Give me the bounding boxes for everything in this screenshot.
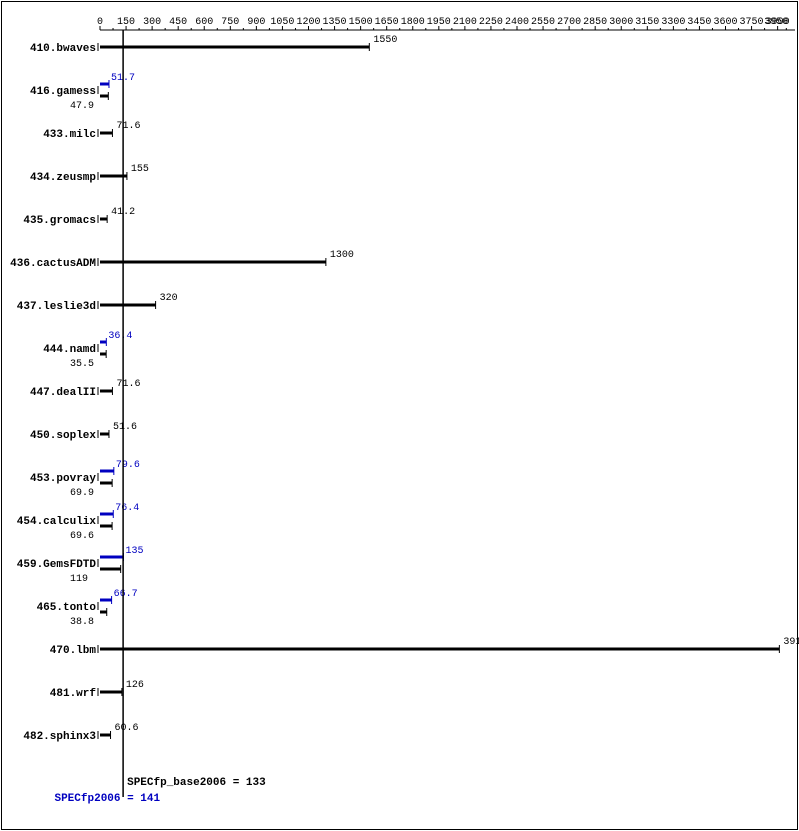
base-value-label: 51.6 <box>113 422 137 433</box>
axis-tick-label: 1950 <box>427 17 451 28</box>
base-value-label: 69.9 <box>70 488 94 499</box>
base-value-label: 320 <box>160 293 178 304</box>
benchmark-label: 444.namd <box>43 344 96 356</box>
base-value-label: 119 <box>70 574 88 585</box>
axis-tick-label: 0 <box>97 17 103 28</box>
benchmark-label: 470.lbm <box>50 645 97 657</box>
benchmark-label: 433.milc <box>43 129 96 141</box>
axis-tick-label: 3600 <box>713 17 737 28</box>
benchmark-label: 454.calculix <box>17 516 97 528</box>
summary-peak-label: SPECfp2006 = 141 <box>54 793 160 805</box>
benchmark-label: 410.bwaves <box>30 43 96 55</box>
benchmark-label: 453.povray <box>30 473 96 485</box>
axis-tick-label: 2550 <box>531 17 555 28</box>
axis-tick-label: 1800 <box>401 17 425 28</box>
base-value-label: 35.5 <box>70 359 94 370</box>
axis-tick-label: 3450 <box>687 17 711 28</box>
axis-tick-label: 300 <box>143 17 161 28</box>
benchmark-label: 450.soplex <box>30 430 96 442</box>
axis-tick-label: 750 <box>221 17 239 28</box>
peak-value-label: 36.4 <box>108 331 132 342</box>
base-value-label: 155 <box>131 164 149 175</box>
benchmark-label: 436.cactusADM <box>10 258 96 270</box>
axis-tick-label: 2850 <box>583 17 607 28</box>
peak-value-label: 135 <box>125 546 143 557</box>
base-value-label: 1550 <box>373 35 397 46</box>
base-value-label: 1300 <box>330 250 354 261</box>
peak-value-label: 66.7 <box>114 589 138 600</box>
axis-tick-label: 150 <box>117 17 135 28</box>
benchmark-label: 435.gromacs <box>23 215 96 227</box>
base-value-label: 71.6 <box>116 379 140 390</box>
axis-tick-label: 1200 <box>296 17 320 28</box>
base-value-label: 38.8 <box>70 617 94 628</box>
benchmark-label: 437.leslie3d <box>17 301 96 313</box>
axis-tick-label: 3750 <box>740 17 764 28</box>
peak-value-label: 79.6 <box>116 460 140 471</box>
axis-tick-label: 450 <box>169 17 187 28</box>
benchmark-label: 482.sphinx3 <box>23 731 96 743</box>
base-value-label: 47.9 <box>70 101 94 112</box>
axis-tick-label: 2250 <box>479 17 503 28</box>
base-value-label: 69.6 <box>70 531 94 542</box>
axis-tick-label: 3300 <box>661 17 685 28</box>
summary-base-label: SPECfp_base2006 = 133 <box>127 777 266 789</box>
benchmark-label: 416.gamess <box>30 86 96 98</box>
base-value-label: 71.6 <box>116 121 140 132</box>
axis-tick-label: 3950 <box>764 17 788 28</box>
benchmark-label: 434.zeusmp <box>30 172 96 184</box>
benchmark-label: 459.GemsFDTD <box>17 559 97 571</box>
axis-tick-label: 2400 <box>505 17 529 28</box>
base-value-label: 60.6 <box>115 723 139 734</box>
axis-tick-label: 600 <box>195 17 213 28</box>
axis-tick-label: 1350 <box>323 17 347 28</box>
spec-benchmark-chart: 0150300450600750900105012001350150016501… <box>0 0 799 831</box>
axis-tick-label: 900 <box>247 17 265 28</box>
axis-tick-label: 3150 <box>635 17 659 28</box>
axis-tick-label: 1050 <box>270 17 294 28</box>
axis-tick-label: 1650 <box>375 17 399 28</box>
axis-tick-label: 2100 <box>453 17 477 28</box>
axis-tick-label: 2700 <box>557 17 581 28</box>
axis-tick-label: 1500 <box>349 17 373 28</box>
base-value-label: 126 <box>126 680 144 691</box>
benchmark-label: 465.tonto <box>37 602 97 614</box>
base-value-label: 3910 <box>783 637 799 648</box>
benchmark-label: 447.dealII <box>30 387 96 399</box>
axis-tick-label: 3000 <box>609 17 633 28</box>
benchmark-label: 481.wrf <box>50 688 97 700</box>
peak-value-label: 76.4 <box>115 503 139 514</box>
